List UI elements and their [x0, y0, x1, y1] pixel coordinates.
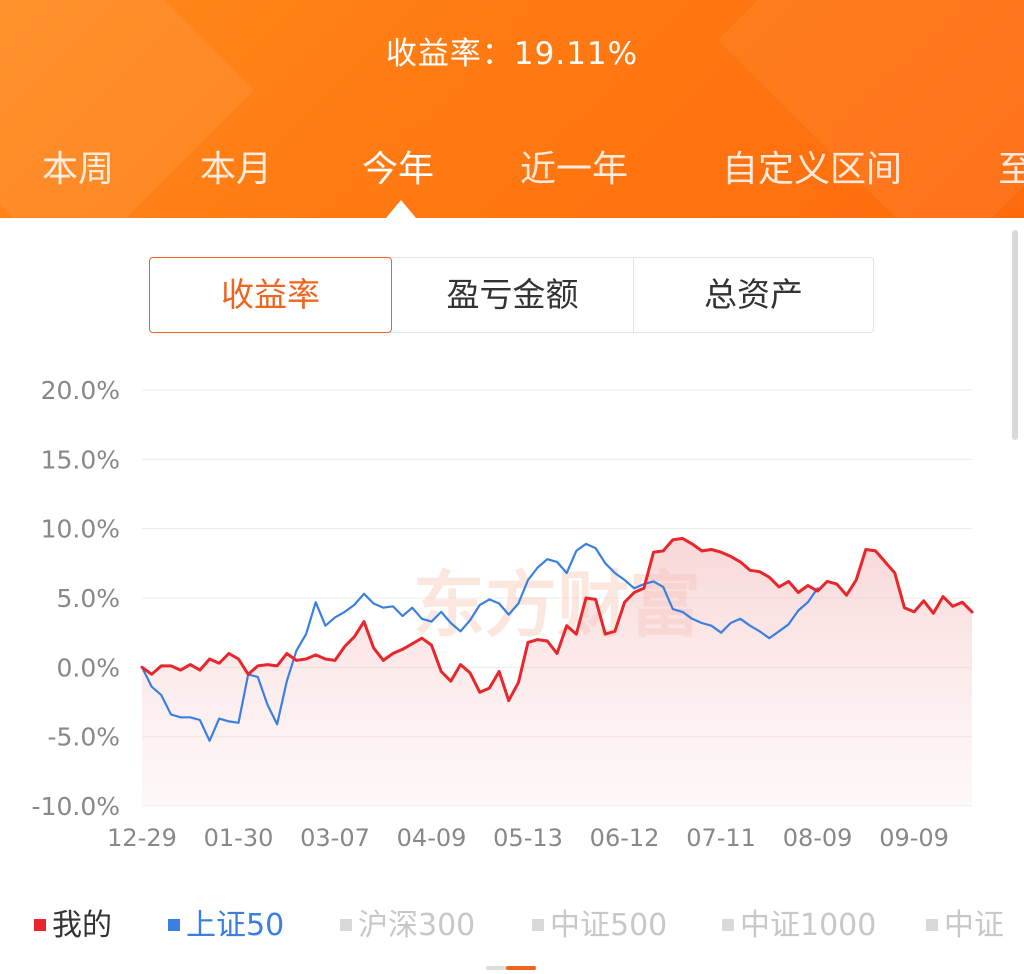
legend-swatch — [532, 919, 544, 931]
header-banner: 收益率：19.11% 本周 本月 今年 近一年 自定义区间 至 — [0, 0, 1024, 218]
x-tick-label: 12-29 — [107, 824, 177, 852]
y-tick-label: 5.0% — [56, 584, 120, 613]
legend-label: 中证1000 — [740, 908, 877, 943]
x-tick-label: 07-11 — [686, 824, 756, 852]
x-tick-label: 08-09 — [783, 824, 853, 852]
x-tick-label: 09-09 — [879, 824, 949, 852]
legend-swatch — [34, 919, 46, 931]
return-line-chart: 20.0% 15.0% 10.0% 5.0% 0.0% -5.0% -10.0% 12-29 0… — [32, 376, 974, 852]
tab-this-year[interactable]: 今年 — [362, 149, 435, 190]
period-tabs: 本周 本月 今年 近一年 自定义区间 至 — [0, 140, 1024, 200]
legend-swatch — [722, 919, 734, 931]
y-tick-label: 20.0% — [41, 376, 120, 405]
y-tick-label: 15.0% — [41, 445, 120, 474]
y-tick-label: -5.0% — [47, 723, 120, 752]
return-summary: 收益率：19.11% — [0, 28, 1024, 73]
y-tick-label: 10.0% — [41, 515, 120, 544]
legend-label: 中证 — [944, 908, 1004, 943]
legend-label: 中证500 — [550, 908, 668, 943]
legend-swatch — [926, 919, 938, 931]
page-indicator-active — [506, 966, 536, 970]
series-line-1 — [140, 542, 819, 742]
series-area-0 — [142, 538, 972, 806]
tab-custom-range[interactable]: 自定义区间 — [722, 149, 903, 190]
x-tick-label: 04-09 — [397, 824, 467, 852]
return-summary-label: 收益率： — [385, 36, 514, 72]
legend-label: 上证50 — [186, 908, 285, 943]
segment-divider — [633, 258, 634, 332]
segment-profit-loss[interactable]: 盈亏金额 — [446, 275, 579, 314]
legend-item-more[interactable]: 中证 — [926, 900, 1004, 944]
page-indicator — [486, 966, 536, 970]
x-tick-label: 06-12 — [590, 824, 660, 852]
chart-legend: 我的 上证50 沪深300 中证500 中证1000 中证 — [0, 900, 1024, 950]
scrollbar[interactable] — [1012, 230, 1018, 440]
legend-label: 沪深300 — [358, 908, 476, 943]
legend-label: 我的 — [52, 908, 112, 943]
legend-item-csi1000[interactable]: 中证1000 — [722, 900, 876, 944]
y-tick-label: 0.0% — [56, 653, 120, 682]
tab-this-month[interactable]: 本月 — [200, 149, 273, 190]
legend-swatch — [340, 919, 352, 931]
return-summary-value: 19.11% — [513, 36, 639, 72]
segment-return-rate[interactable]: 收益率 — [149, 257, 392, 333]
x-tick-label: 05-13 — [493, 824, 563, 852]
legend-item-mine[interactable]: 我的 — [34, 900, 112, 944]
legend-swatch — [168, 919, 180, 931]
legend-item-csi300[interactable]: 沪深300 — [340, 900, 475, 944]
metric-segmented-control: 收益率 盈亏金额 总资产 — [149, 257, 874, 333]
tab-more[interactable]: 至 — [998, 149, 1024, 190]
x-tick-label: 03-07 — [300, 824, 370, 852]
tab-this-week[interactable]: 本周 — [42, 149, 115, 190]
active-tab-indicator — [386, 200, 416, 218]
legend-item-csi500[interactable]: 中证500 — [532, 900, 667, 944]
series-line-0 — [140, 536, 974, 703]
segment-total-assets[interactable]: 总资产 — [704, 275, 803, 314]
legend-item-sse50[interactable]: 上证50 — [168, 900, 284, 944]
y-tick-label: -10.0% — [32, 792, 120, 821]
tab-last-year[interactable]: 近一年 — [520, 149, 629, 190]
x-tick-label: 01-30 — [204, 824, 274, 852]
